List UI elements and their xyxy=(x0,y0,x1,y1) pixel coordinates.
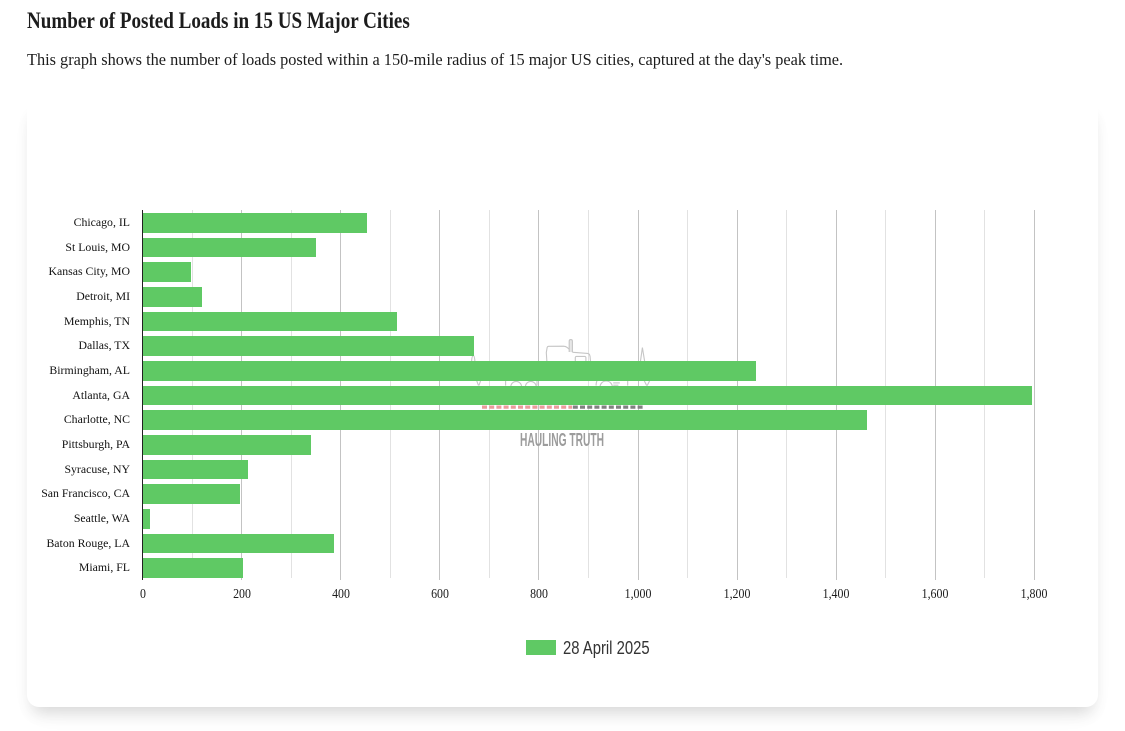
svg-text:HAULING TRUTH: HAULING TRUTH xyxy=(520,431,604,451)
